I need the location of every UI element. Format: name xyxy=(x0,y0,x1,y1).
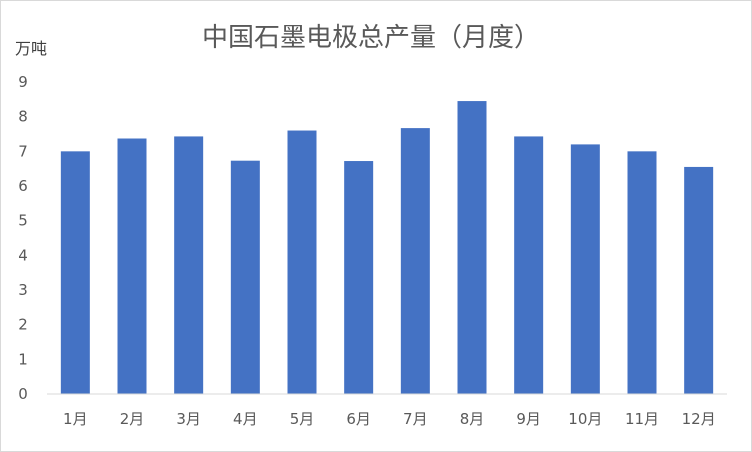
x-tick-label: 6月 xyxy=(346,410,371,428)
x-tick-label: 7月 xyxy=(403,410,428,428)
bar xyxy=(570,144,600,394)
bar xyxy=(457,101,487,395)
y-tick-label: 9 xyxy=(18,73,28,91)
x-tick-label: 2月 xyxy=(120,410,145,428)
x-tick-label: 9月 xyxy=(516,410,541,428)
bar xyxy=(60,151,90,394)
bar xyxy=(627,151,657,394)
x-tick-label: 11月 xyxy=(625,410,659,428)
y-tick-label: 4 xyxy=(18,246,28,264)
bar xyxy=(117,138,147,394)
x-tick-label: 12月 xyxy=(682,410,716,428)
y-tick-label: 6 xyxy=(18,177,28,195)
y-tick-label: 3 xyxy=(18,281,28,299)
chart-title: 中国石墨电极总产量（月度） xyxy=(202,23,540,53)
bar xyxy=(514,136,544,394)
y-tick-label: 7 xyxy=(18,142,28,160)
y-tick-label: 2 xyxy=(18,316,28,334)
x-tick-label: 5月 xyxy=(290,410,315,428)
bar xyxy=(174,136,204,394)
y-tick-label: 0 xyxy=(18,385,28,403)
y-tick-label: 5 xyxy=(18,212,28,230)
x-tick-label: 8月 xyxy=(460,410,485,428)
bar xyxy=(400,128,430,394)
y-tick-label: 1 xyxy=(18,350,28,368)
y-axis-unit-label: 万吨 xyxy=(15,39,47,58)
x-tick-label: 10月 xyxy=(568,410,602,428)
x-axis-ticks: 1月 2月 3月 4月 5月 6月 7月 8月 9月 10月 11月 12月 xyxy=(63,410,716,428)
x-tick-label: 1月 xyxy=(63,410,88,428)
bar xyxy=(287,130,317,395)
bar xyxy=(230,160,260,394)
bar xyxy=(684,166,714,394)
x-tick-label: 4月 xyxy=(233,410,258,428)
x-tick-label: 3月 xyxy=(176,410,201,428)
bars xyxy=(60,101,714,395)
y-tick-label: 8 xyxy=(18,108,28,126)
bar xyxy=(344,161,374,394)
y-axis-ticks: 0 1 2 3 4 5 6 7 8 9 xyxy=(18,73,28,403)
